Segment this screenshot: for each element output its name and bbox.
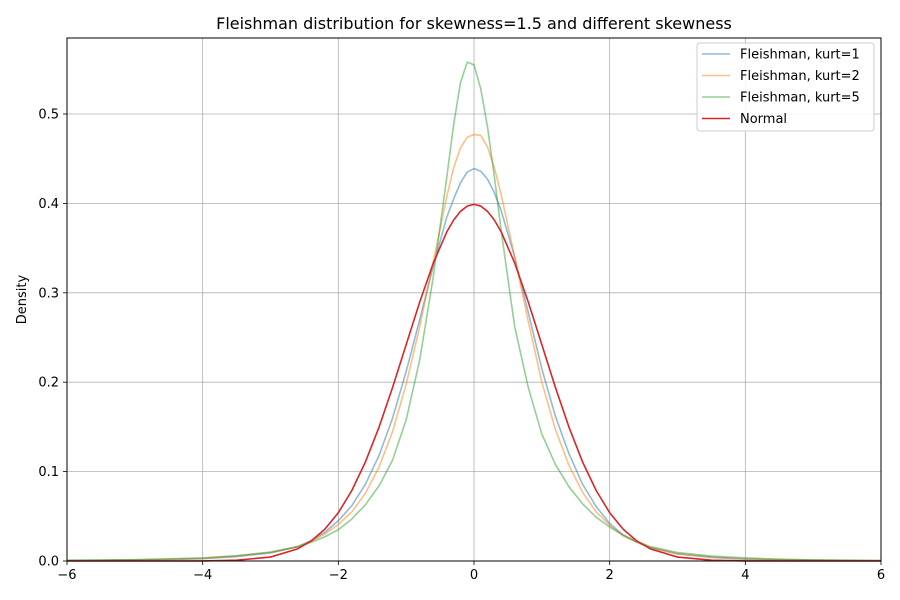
y-axis: 0.0 0.1 0.2 0.3 0.4 0.5 — [38, 107, 67, 570]
x-tick-label: −4 — [193, 568, 212, 583]
x-axis: −6 −4 −2 0 2 4 6 — [57, 561, 885, 583]
y-tick-label: 0.4 — [38, 197, 59, 212]
x-tick-label: 4 — [741, 568, 749, 583]
y-tick-label: 0.2 — [38, 376, 59, 391]
series-lines — [66, 61, 882, 562]
legend-label: Normal — [740, 112, 787, 127]
legend: Fleishman, kurt=1 Fleishman, kurt=2 Fleish… — [696, 42, 875, 132]
x-tick-label: −2 — [329, 568, 348, 583]
legend-box — [696, 42, 875, 132]
y-tick-label: 0.5 — [38, 107, 59, 122]
x-tick-label: 2 — [606, 568, 614, 583]
x-tick-label: 6 — [877, 568, 885, 583]
legend-label: Fleishman, kurt=2 — [740, 69, 860, 84]
y-tick-label: 0.3 — [38, 286, 59, 301]
y-axis-label: Density — [15, 274, 30, 324]
chart-title: Fleishman distribution for skewness=1.5 … — [216, 14, 732, 33]
legend-label: Fleishman, kurt=1 — [740, 48, 860, 63]
y-tick-label: 0.0 — [38, 555, 59, 570]
series-line-4 — [67, 203, 881, 562]
x-tick-label: 0 — [470, 568, 478, 583]
legend-label: Fleishman, kurt=5 — [740, 91, 860, 106]
y-tick-label: 0.1 — [38, 465, 59, 480]
x-tick-label: −6 — [57, 568, 76, 583]
